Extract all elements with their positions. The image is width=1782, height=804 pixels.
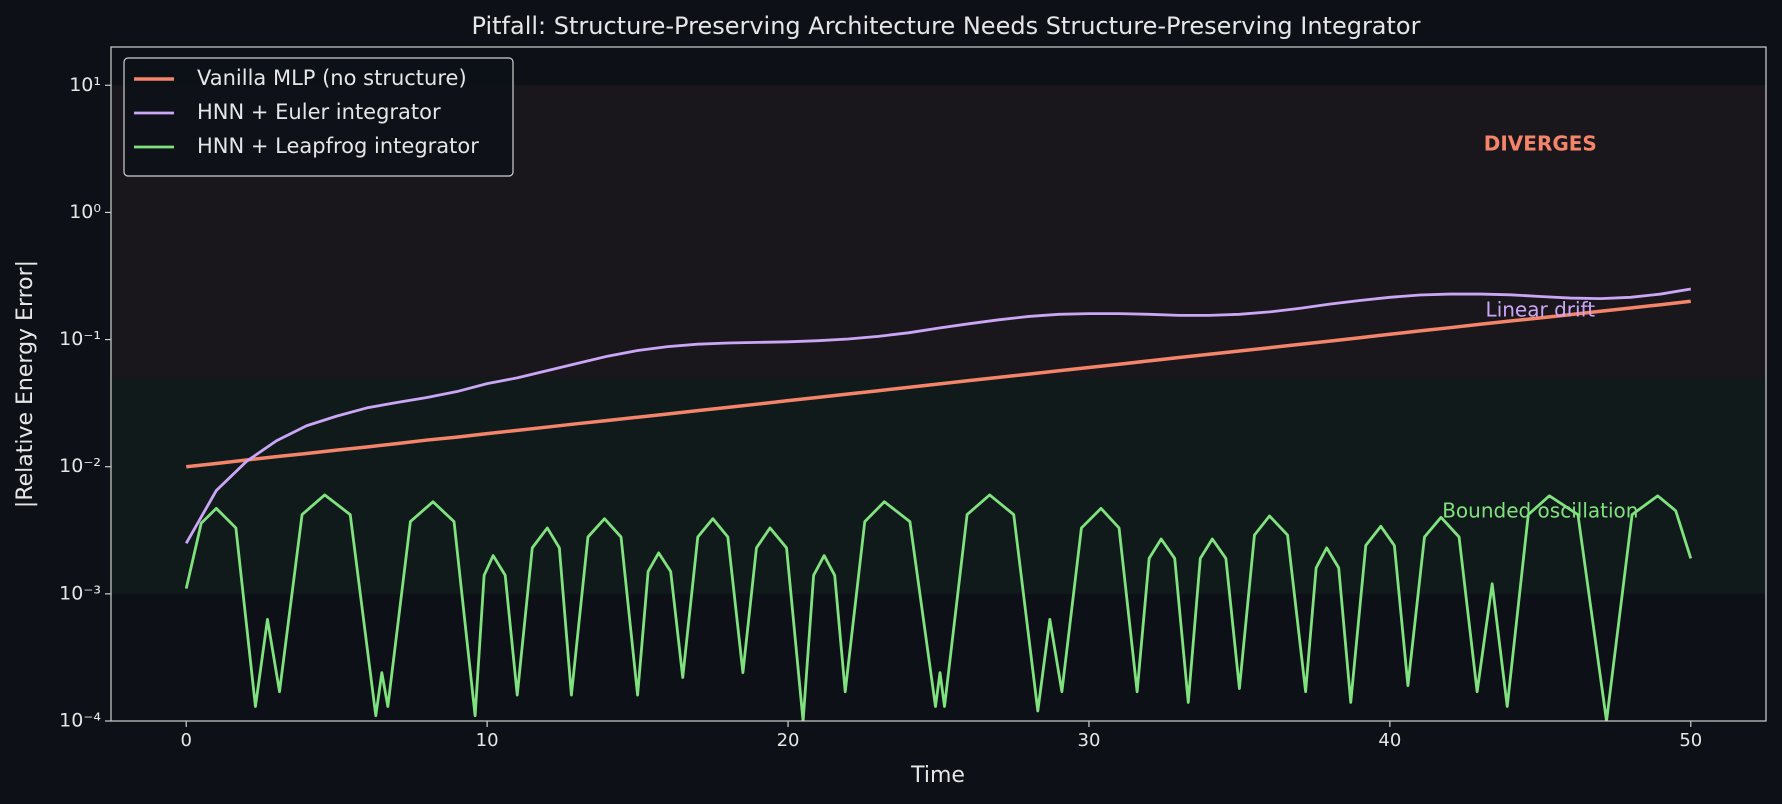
- y-tick-label: 10⁻⁴: [59, 710, 101, 732]
- legend-label: HNN + Leapfrog integrator: [197, 134, 479, 158]
- x-tick-label: 0: [181, 730, 192, 751]
- x-tick-label: 50: [1679, 730, 1702, 751]
- y-tick-label: 10⁻²: [59, 455, 101, 477]
- legend-label: HNN + Euler integrator: [197, 100, 441, 124]
- shaded-band: [111, 377, 1766, 594]
- series-line: [184, 493, 1693, 721]
- y-tick-label: 10⁻³: [59, 582, 101, 604]
- y-tick-label: 10⁻¹: [59, 328, 101, 350]
- legend-frame: [123, 57, 514, 177]
- x-tick-label: 10: [476, 730, 499, 751]
- chart-title: Pitfall: Structure-Preserving Architectu…: [472, 12, 1421, 40]
- axes: 0 10 20 30 40 50 10⁻⁴ 10⁻³ 10⁻² 10⁻¹ 10⁰ 10¹ Vanilla…: [59, 46, 1767, 751]
- y-tick-label: 10¹: [69, 74, 101, 96]
- legend-label: Vanilla MLP (no structure): [197, 66, 467, 90]
- annotation: Linear drift: [1486, 298, 1596, 322]
- x-tick-label: 30: [1078, 730, 1101, 751]
- x-tick-label: 40: [1378, 730, 1401, 751]
- plot-area: DIVERGES Linear drift Bounded oscillation: [184, 131, 1693, 721]
- annotation: DIVERGES: [1484, 131, 1597, 155]
- series-line: [185, 287, 1692, 544]
- y-tick-label: 10⁰: [69, 201, 101, 223]
- x-tick-label: 20: [777, 730, 800, 751]
- series-line: [186, 299, 1691, 469]
- annotation: Bounded oscillation: [1442, 499, 1638, 523]
- x-axis-label: Time: [910, 763, 965, 788]
- axes-frame: [110, 46, 1767, 722]
- y-axis-label: |Relative Energy Error|: [13, 260, 38, 508]
- legend: Vanilla MLP (no structure) HNN + Euler in…: [123, 57, 514, 177]
